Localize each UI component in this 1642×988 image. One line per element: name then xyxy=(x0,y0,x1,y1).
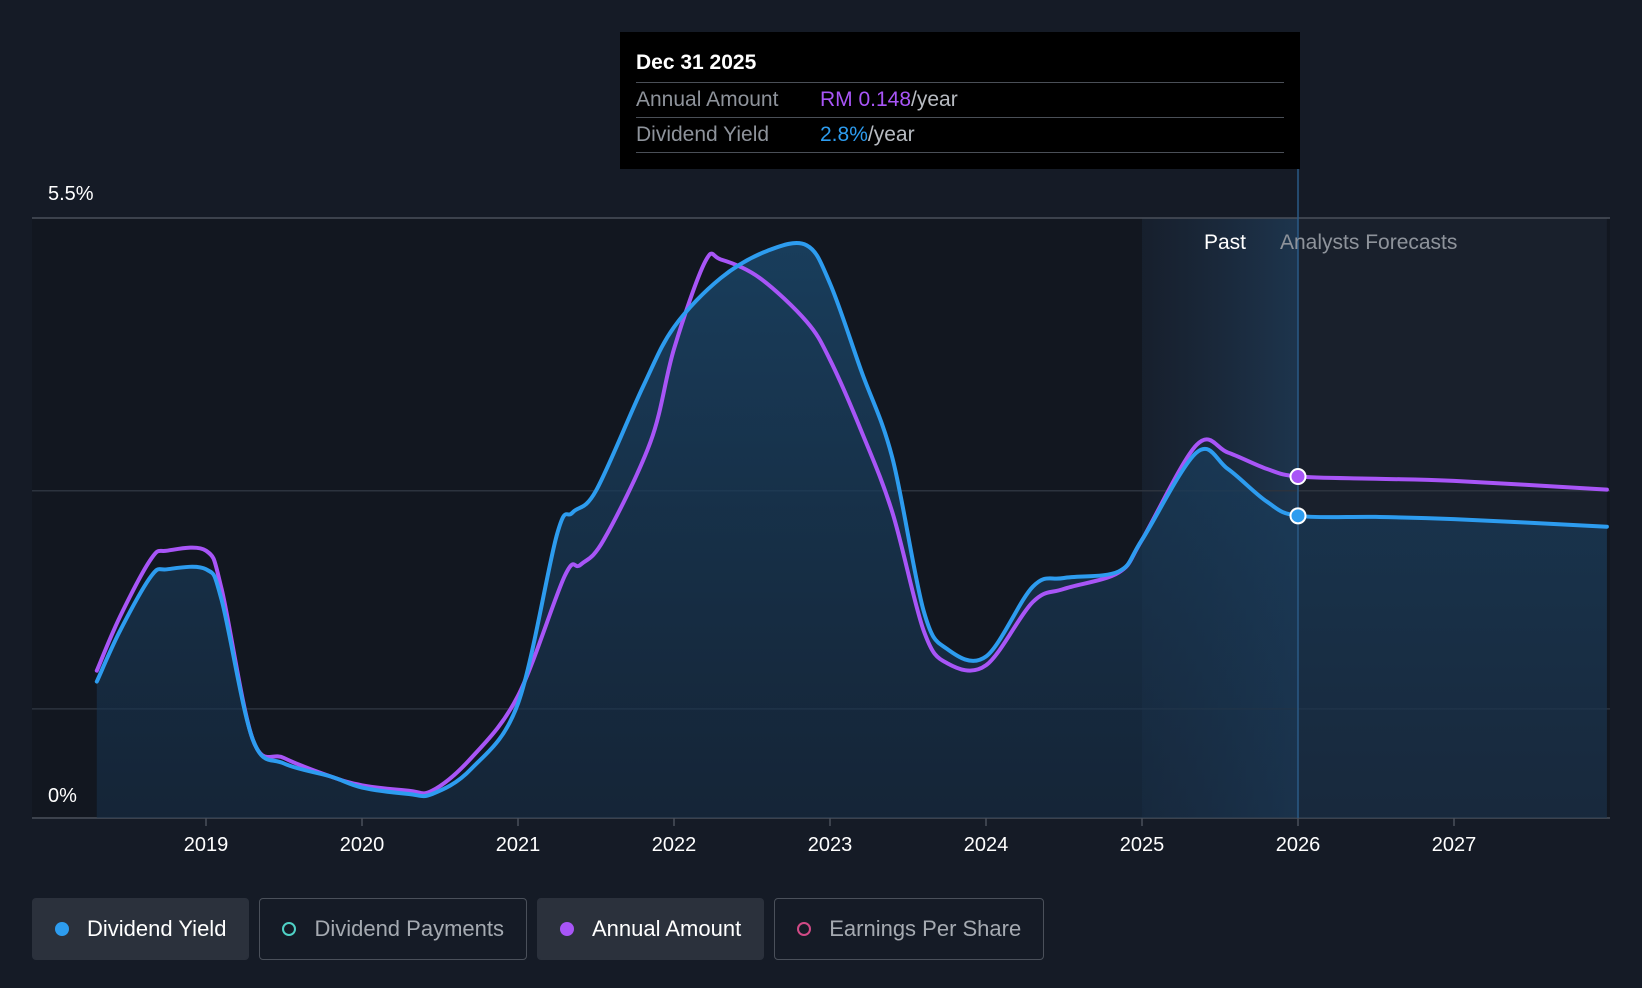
dividend-yield-line[interactable] xyxy=(94,241,1609,799)
analysts-forecasts-label: Analysts Forecasts xyxy=(1280,231,1457,254)
x-tick-label: 2023 xyxy=(808,834,853,856)
x-tick-label: 2019 xyxy=(184,834,229,856)
x-tick-label: 2026 xyxy=(1276,834,1321,856)
tooltip-annual-amount-row: Annual Amount RM 0.148 /year xyxy=(636,83,1284,118)
chart-tooltip: Dec 31 2025 Annual Amount RM 0.148 /year… xyxy=(620,32,1300,169)
tooltip-annual-amount-unit: /year xyxy=(911,88,958,111)
dividend-yield-highlight-point[interactable] xyxy=(1289,507,1307,525)
tooltip-dividend-yield-row: Dividend Yield 2.8% /year xyxy=(636,118,1284,153)
tooltip-date: Dec 31 2025 xyxy=(636,48,1284,83)
dividend-payments-ring-icon xyxy=(282,922,297,936)
x-tick-label: 2025 xyxy=(1120,834,1165,856)
x-tick-label: 2027 xyxy=(1432,834,1477,856)
y-axis-bottom-label: 0% xyxy=(48,785,77,807)
legend-earnings-per-share-label: Earnings Per Share xyxy=(829,916,1022,941)
x-tick-label: 2024 xyxy=(964,834,1009,856)
dividend-yield-dot-icon xyxy=(55,922,69,936)
tooltip-dividend-yield-label: Dividend Yield xyxy=(636,123,770,146)
legend-earnings-per-share[interactable]: Earnings Per Share xyxy=(774,898,1045,960)
y-axis-top-label: 5.5% xyxy=(48,183,94,205)
legend-dividend-payments[interactable]: Dividend Payments xyxy=(259,898,527,960)
dividend-yield-area xyxy=(96,243,1607,819)
x-tick-label: 2020 xyxy=(340,834,385,856)
past-label: Past xyxy=(1204,231,1246,254)
annual-amount-dot-icon xyxy=(559,922,574,936)
x-tick-label: 2021 xyxy=(496,834,541,856)
annual-amount-highlight-point[interactable] xyxy=(1289,468,1307,486)
chart-legend: Dividend Yield Dividend Payments Annual … xyxy=(32,898,1045,960)
legend-annual-amount[interactable]: Annual Amount xyxy=(536,898,765,960)
earnings-per-share-ring-icon xyxy=(797,922,812,936)
legend-dividend-yield[interactable]: Dividend Yield xyxy=(32,898,250,960)
tooltip-annual-amount-label: Annual Amount xyxy=(636,88,779,111)
tooltip-dividend-yield-value: 2.8% xyxy=(820,123,868,146)
x-tick-label: 2022 xyxy=(652,834,697,856)
legend-annual-amount-label: Annual Amount xyxy=(591,916,742,941)
legend-dividend-yield-label: Dividend Yield xyxy=(87,916,227,941)
tooltip-annual-amount-value: RM 0.148 xyxy=(820,88,912,111)
legend-dividend-payments-label: Dividend Payments xyxy=(314,916,504,941)
annual-amount-line[interactable] xyxy=(94,251,1609,796)
tooltip-dividend-yield-unit: /year xyxy=(867,123,915,146)
